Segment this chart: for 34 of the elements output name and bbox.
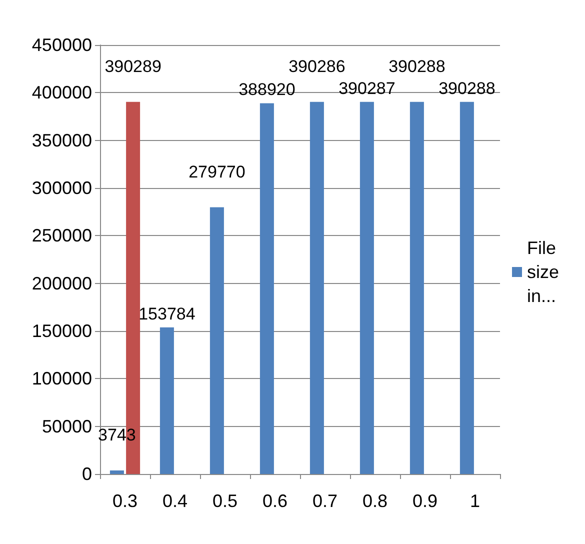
bar: [210, 207, 224, 474]
y-tick-label: 200000: [32, 273, 92, 294]
y-tick-label: 150000: [32, 321, 92, 341]
bar: [310, 102, 324, 474]
y-tick-label: 350000: [32, 130, 92, 150]
y-tick-label: 100000: [32, 368, 92, 389]
bar: [110, 470, 124, 474]
y-tick-label: 50000: [42, 416, 92, 436]
x-tick-label: 0.6: [262, 491, 288, 511]
bar: [460, 102, 474, 474]
data-label: 390288: [388, 56, 446, 76]
x-tick-label: 0.9: [412, 491, 438, 511]
x-tick-label: 0.5: [212, 491, 238, 511]
y-tick-label: 0: [82, 464, 92, 484]
bar: [360, 102, 374, 474]
data-label: 279770: [188, 162, 246, 182]
bar: [160, 327, 174, 474]
x-tick-label: 0.4: [162, 491, 188, 511]
data-label: 390289: [104, 56, 162, 76]
y-tick-label: 250000: [32, 226, 92, 246]
x-tick-label: 0.7: [312, 491, 338, 511]
data-label: 390287: [338, 78, 396, 98]
legend-label: File size in...: [527, 238, 564, 306]
data-label: 388920: [238, 80, 296, 100]
y-tick-label: 300000: [32, 178, 92, 198]
y-tick-label: 400000: [32, 82, 92, 103]
data-label: 390288: [438, 78, 496, 98]
x-tick-label: 0.8: [362, 491, 388, 511]
data-label: 390286: [288, 56, 346, 76]
bar: [410, 102, 424, 474]
bar: [260, 103, 274, 474]
y-tick-label: 450000: [32, 35, 92, 55]
x-tick-label: 1: [470, 491, 480, 511]
x-tick-label: 0.3: [112, 491, 138, 511]
